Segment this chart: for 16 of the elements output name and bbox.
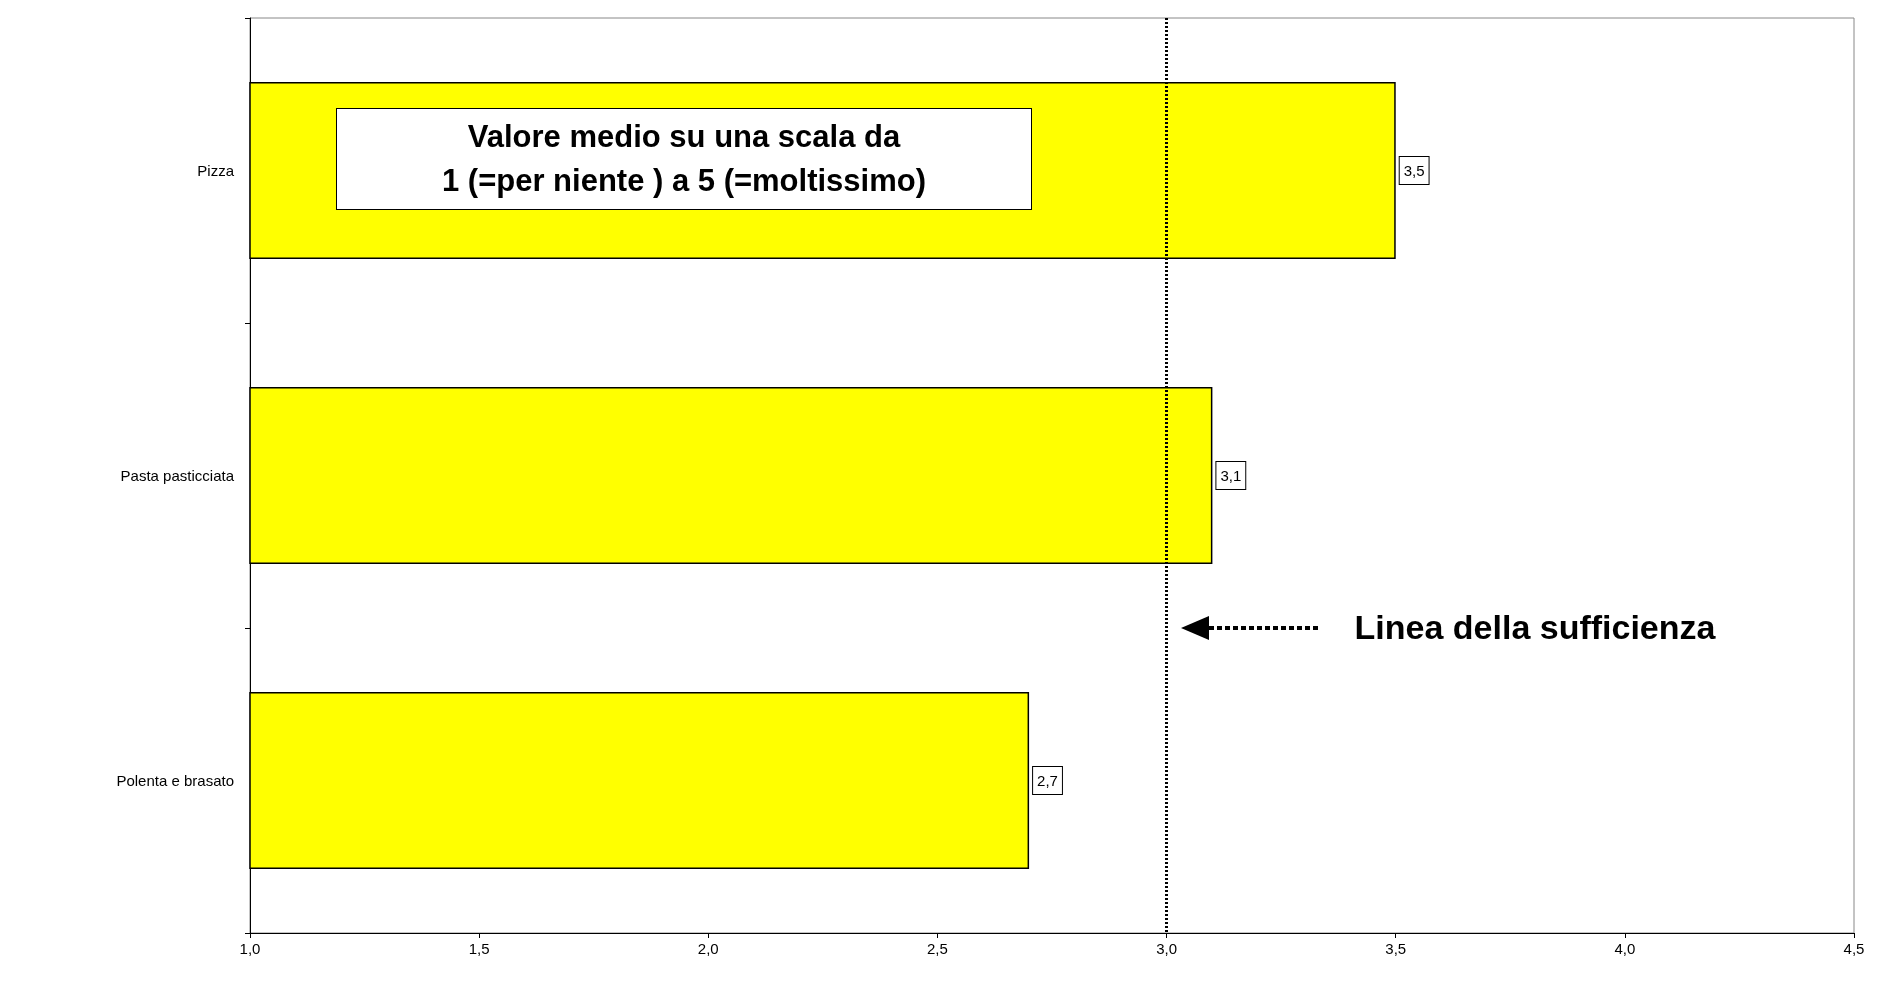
y-tick-label: Polenta e brasato	[116, 772, 234, 789]
data-label: 3,5	[1403, 162, 1425, 179]
x-tick-label: 4,5	[1843, 940, 1865, 957]
note-box: Valore medio su una scala da 1 (=per niente ) a 5 (=moltissimo)	[336, 108, 1032, 210]
y-tick-label: Pizza	[197, 162, 235, 179]
x-tick-label: 1,0	[239, 940, 261, 957]
x-tick-label: 4,0	[1614, 940, 1636, 957]
x-tick-label: 2,0	[697, 940, 719, 957]
y-tick-label: Pasta pasticciata	[120, 467, 235, 484]
x-tick-label: 2,5	[927, 940, 948, 957]
x-tick-label: 3,5	[1385, 940, 1407, 957]
ref-line-label: Linea della sufficienza	[1354, 608, 1716, 647]
x-tick-label: 3,0	[1156, 940, 1177, 957]
data-label: 2,7	[1037, 772, 1058, 789]
data-label: 3,1	[1220, 467, 1242, 484]
x-tick-label: 1,5	[468, 940, 490, 957]
